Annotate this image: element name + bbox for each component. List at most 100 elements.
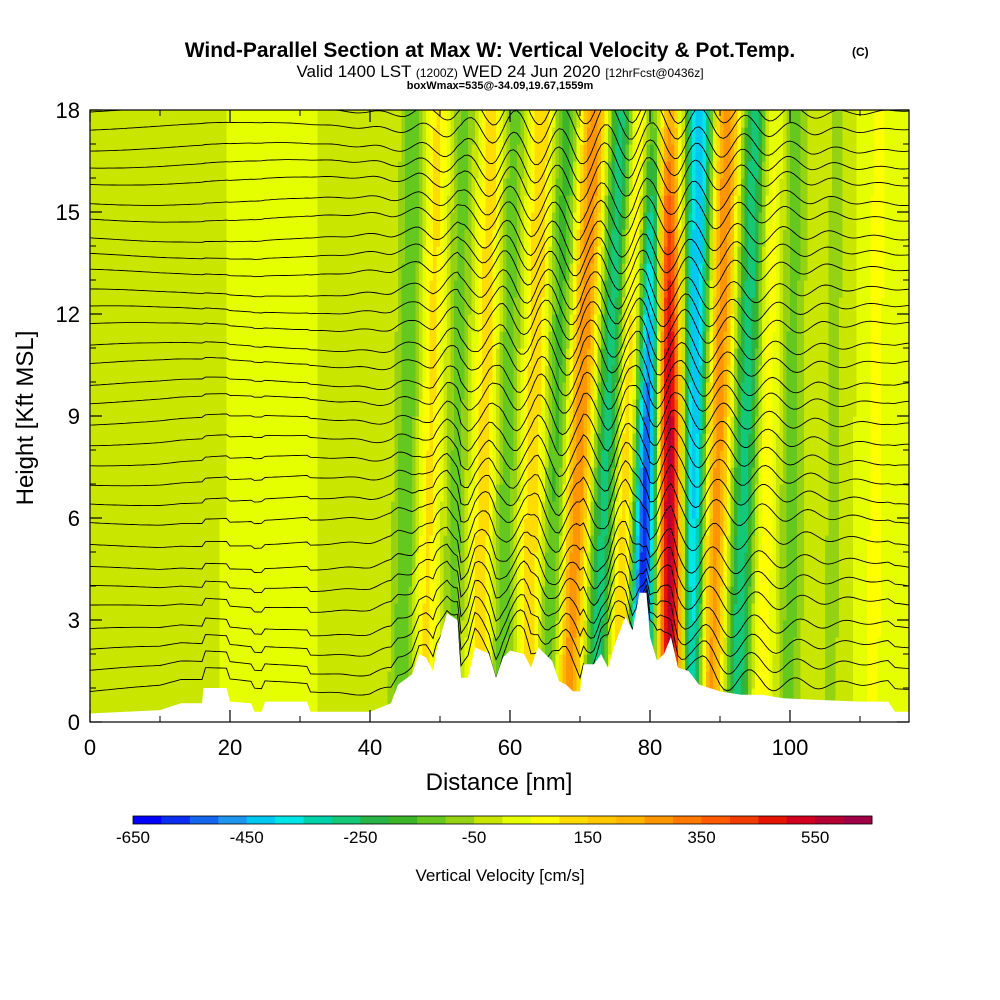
velocity-cell <box>660 603 665 621</box>
velocity-cell <box>216 518 221 536</box>
velocity-cell <box>489 569 494 587</box>
velocity-cell <box>478 586 483 604</box>
velocity-cell <box>482 569 487 587</box>
velocity-cell <box>846 467 851 485</box>
velocity-cell <box>321 518 326 536</box>
velocity-cell <box>443 552 448 570</box>
velocity-cell <box>807 399 812 417</box>
velocity-cell <box>181 654 186 672</box>
velocity-cell <box>160 586 165 604</box>
velocity-cell <box>583 501 588 519</box>
velocity-cell <box>174 467 179 485</box>
velocity-cell <box>856 382 861 400</box>
velocity-cell <box>167 416 172 434</box>
velocity-cell <box>734 467 739 485</box>
velocity-cell <box>321 382 326 400</box>
velocity-cell <box>107 586 112 604</box>
velocity-cell <box>524 535 529 553</box>
velocity-cell <box>699 501 704 519</box>
velocity-cell <box>272 484 277 502</box>
velocity-cell <box>401 399 406 417</box>
velocity-cell <box>538 501 543 519</box>
velocity-cell <box>142 348 147 366</box>
velocity-cell <box>639 416 644 434</box>
velocity-cell <box>177 518 182 536</box>
velocity-cell <box>230 518 235 536</box>
velocity-cell <box>118 552 123 570</box>
velocity-cell <box>884 535 889 553</box>
velocity-cell <box>331 637 336 655</box>
velocity-cell <box>765 450 770 468</box>
velocity-cell <box>853 654 858 672</box>
velocity-cell <box>758 450 763 468</box>
velocity-cell <box>853 586 858 604</box>
velocity-cell <box>856 688 861 706</box>
velocity-cell <box>506 433 511 451</box>
velocity-cell <box>807 433 812 451</box>
velocity-cell <box>842 365 847 383</box>
velocity-cell <box>856 569 861 587</box>
velocity-cell <box>247 654 252 672</box>
velocity-cell <box>601 535 606 553</box>
velocity-cell <box>335 467 340 485</box>
velocity-cell <box>177 620 182 638</box>
velocity-cell <box>426 450 431 468</box>
velocity-cell <box>695 569 700 587</box>
velocity-cell <box>398 654 403 672</box>
velocity-cell <box>457 586 462 604</box>
velocity-cell <box>237 637 242 655</box>
velocity-cell <box>874 416 879 434</box>
velocity-cell <box>128 382 133 400</box>
velocity-cell <box>489 365 494 383</box>
velocity-cell <box>695 535 700 553</box>
velocity-cell <box>114 671 119 689</box>
velocity-cell <box>730 620 735 638</box>
velocity-cell <box>856 501 861 519</box>
velocity-cell <box>538 620 543 638</box>
velocity-cell <box>755 467 760 485</box>
velocity-cell <box>860 416 865 434</box>
velocity-cell <box>534 467 539 485</box>
velocity-cell <box>779 399 784 417</box>
velocity-cell <box>125 586 130 604</box>
velocity-cell <box>405 399 410 417</box>
velocity-cell <box>779 484 784 502</box>
velocity-cell <box>401 654 406 672</box>
velocity-cell <box>146 535 151 553</box>
velocity-cell <box>587 637 592 655</box>
velocity-cell <box>303 484 308 502</box>
velocity-cell <box>667 450 672 468</box>
velocity-cell <box>821 518 826 536</box>
velocity-cell <box>307 671 312 689</box>
velocity-cell <box>625 365 630 383</box>
velocity-cell <box>331 569 336 587</box>
velocity-cell <box>300 603 305 621</box>
velocity-cell <box>352 416 357 434</box>
velocity-cell <box>331 501 336 519</box>
velocity-cell <box>489 637 494 655</box>
velocity-cell <box>685 416 690 434</box>
velocity-cell <box>527 382 532 400</box>
velocity-cell <box>135 603 140 621</box>
velocity-cell <box>702 484 707 502</box>
velocity-cell <box>461 620 466 638</box>
velocity-cell <box>860 671 865 689</box>
velocity-cell <box>398 399 403 417</box>
velocity-cell <box>405 620 410 638</box>
velocity-cell <box>860 620 865 638</box>
velocity-cell <box>552 399 557 417</box>
velocity-cell <box>345 382 350 400</box>
velocity-cell <box>104 586 109 604</box>
velocity-cell <box>884 603 889 621</box>
velocity-cell <box>503 586 508 604</box>
velocity-cell <box>888 637 893 655</box>
velocity-cell <box>835 535 840 553</box>
velocity-cell <box>328 450 333 468</box>
velocity-cell <box>685 603 690 621</box>
velocity-cell <box>275 603 280 621</box>
velocity-cell <box>415 518 420 536</box>
velocity-cell <box>587 450 592 468</box>
velocity-cell <box>685 654 690 672</box>
velocity-cell <box>205 569 210 587</box>
velocity-cell <box>797 450 802 468</box>
